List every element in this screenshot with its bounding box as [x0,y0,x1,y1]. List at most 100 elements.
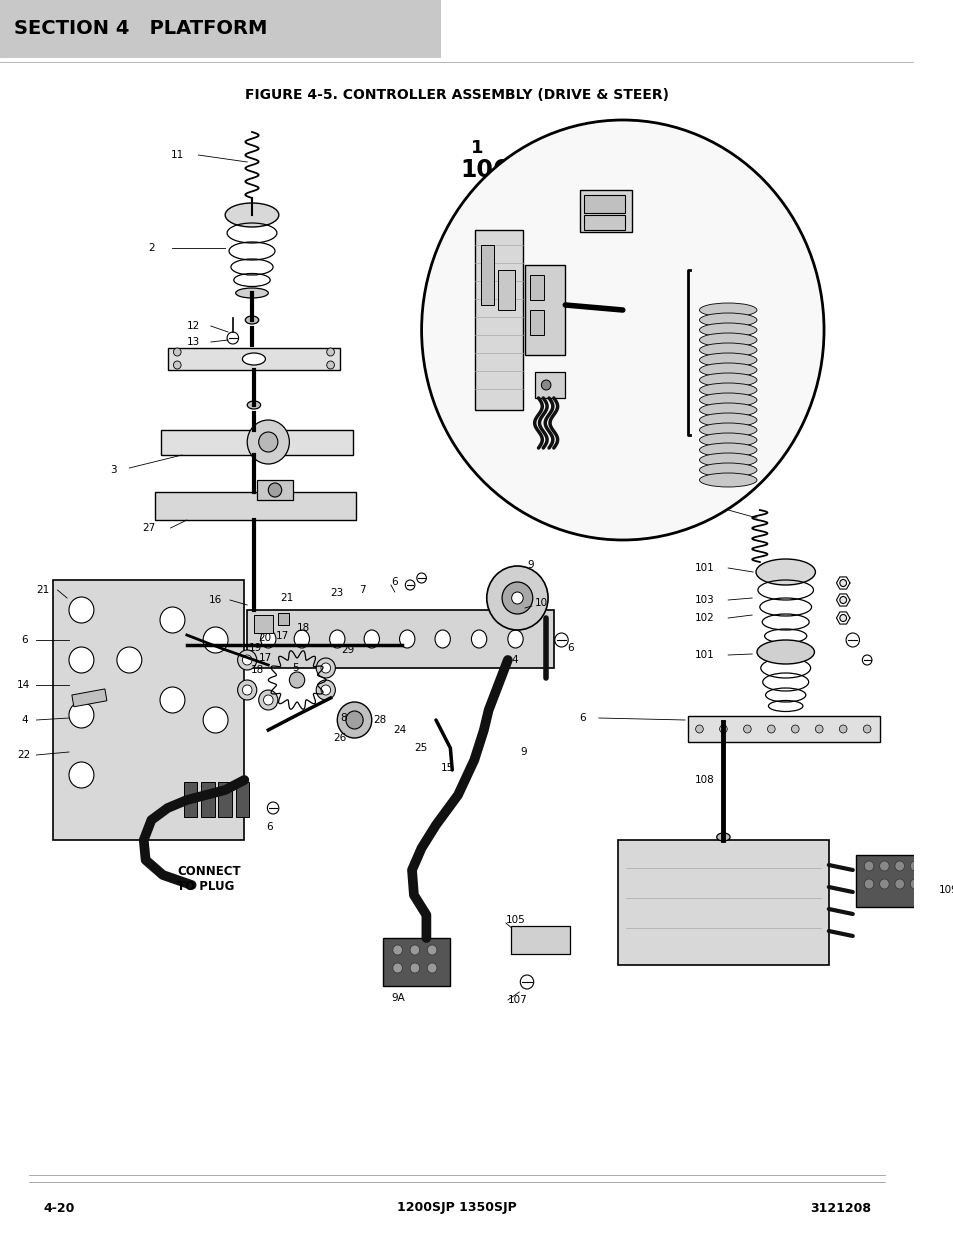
Circle shape [839,597,845,604]
Text: 18: 18 [251,664,264,676]
Ellipse shape [699,424,756,437]
Ellipse shape [699,324,756,337]
Circle shape [909,861,919,871]
Circle shape [791,725,799,734]
Circle shape [289,672,304,688]
Circle shape [879,861,888,871]
Bar [247,610,554,668]
Circle shape [894,879,903,889]
Text: 9A: 9A [391,993,404,1003]
Circle shape [337,701,372,739]
Ellipse shape [756,640,814,664]
Text: 7: 7 [359,585,366,595]
Text: 13: 13 [187,337,200,347]
Bar [855,855,933,906]
Text: 6: 6 [567,643,574,653]
Circle shape [237,680,256,700]
Circle shape [767,725,775,734]
Ellipse shape [294,630,309,648]
Circle shape [393,945,402,955]
Circle shape [69,647,93,673]
Ellipse shape [699,393,756,408]
Circle shape [237,650,256,671]
Text: 5: 5 [292,663,298,673]
Bar [618,840,828,965]
Circle shape [486,566,548,630]
Bar [524,266,565,354]
Ellipse shape [471,630,486,648]
Text: 1: 1 [471,140,483,157]
Ellipse shape [699,373,756,387]
Circle shape [879,879,888,889]
Text: 106: 106 [459,158,509,182]
Circle shape [69,701,93,727]
Text: 6: 6 [579,713,586,722]
Ellipse shape [435,630,450,648]
Ellipse shape [699,412,756,427]
Circle shape [320,663,331,673]
Text: 202: 202 [440,315,460,325]
Bar [529,310,543,335]
Text: 17: 17 [275,631,289,641]
Bar [52,580,244,840]
Text: 19: 19 [249,643,262,653]
Bar [155,492,356,520]
Ellipse shape [225,203,278,227]
Ellipse shape [235,288,268,298]
Text: 3121208: 3121208 [809,1202,870,1214]
Bar [218,782,232,818]
Ellipse shape [699,463,756,477]
Bar [383,939,450,986]
Ellipse shape [699,333,756,347]
Text: 17: 17 [258,653,272,663]
Text: FIGURE 4-5. CONTROLLER ASSEMBLY (DRIVE & STEER): FIGURE 4-5. CONTROLLER ASSEMBLY (DRIVE &… [245,88,668,103]
Ellipse shape [716,832,729,841]
Bar [687,716,879,742]
Ellipse shape [699,403,756,417]
Text: 16: 16 [209,595,222,605]
Text: 103: 103 [694,595,714,605]
Text: 23: 23 [331,588,343,598]
Text: 24: 24 [393,725,406,735]
Bar [168,348,340,370]
Text: 10: 10 [534,598,547,608]
Text: 6: 6 [266,823,273,832]
Text: 18: 18 [296,622,310,634]
Circle shape [863,879,873,889]
Circle shape [315,658,335,678]
Circle shape [242,685,252,695]
Text: 6: 6 [21,635,28,645]
Text: 4: 4 [21,715,28,725]
Bar [584,215,624,230]
Circle shape [203,627,228,653]
Text: 12: 12 [187,321,200,331]
Text: 9: 9 [519,747,526,757]
Circle shape [258,432,277,452]
Text: 21: 21 [279,593,293,603]
Text: 11: 11 [171,149,184,161]
Text: 203: 203 [440,285,460,295]
Circle shape [117,647,142,673]
Circle shape [421,120,823,540]
Bar [510,926,570,953]
Text: 1200SJP 1350SJP: 1200SJP 1350SJP [396,1202,517,1214]
Text: 20: 20 [258,634,272,643]
Text: 8: 8 [340,713,346,722]
Ellipse shape [699,353,756,367]
Text: 202: 202 [695,266,715,275]
Circle shape [427,945,436,955]
Ellipse shape [699,363,756,377]
Bar [579,190,632,232]
Circle shape [540,380,551,390]
Text: 21: 21 [36,585,50,595]
Circle shape [203,706,228,734]
Circle shape [258,690,277,710]
Text: 102: 102 [694,613,714,622]
Bar [71,689,107,706]
Text: 15: 15 [440,763,454,773]
Text: 205: 205 [611,273,630,283]
Circle shape [511,592,522,604]
Circle shape [862,725,870,734]
Circle shape [894,861,903,871]
Circle shape [160,606,185,634]
